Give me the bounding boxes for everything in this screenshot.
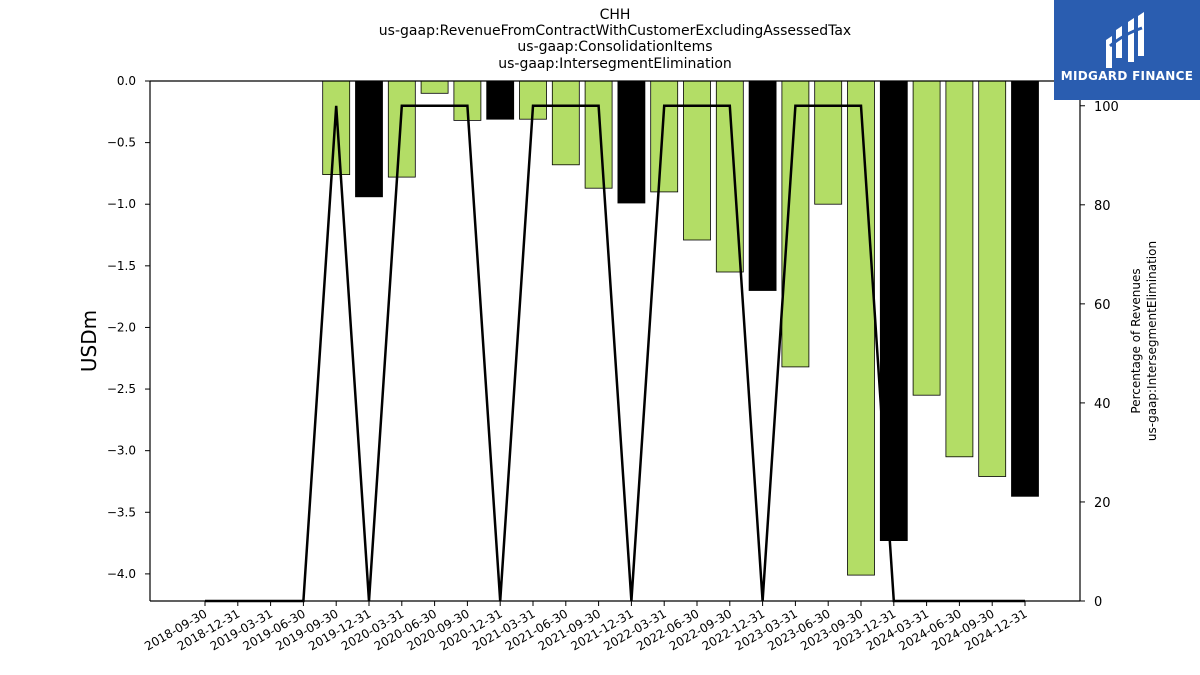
chart-title-line-3: us-gaap:ConsolidationItems bbox=[517, 39, 713, 55]
bar-2019-09-30 bbox=[322, 80, 351, 175]
bar-2019-12-31 bbox=[355, 80, 383, 198]
y-axis-label: USDm bbox=[77, 310, 101, 372]
bar-2024-06-30 bbox=[945, 80, 974, 458]
right-tick-label: 80 bbox=[1094, 199, 1111, 214]
logo-text: MIDGARD FINANCE bbox=[1060, 69, 1194, 83]
right-tick-label: 100 bbox=[1094, 100, 1119, 115]
bar-2022-12-31 bbox=[748, 80, 777, 291]
bar-2021-12-31 bbox=[617, 80, 646, 204]
left-tick-label: −3.0 bbox=[107, 444, 136, 458]
left-tick-label: −4.0 bbox=[107, 567, 136, 581]
percentage-line bbox=[205, 104, 1025, 603]
bar-2024-09-30 bbox=[978, 80, 1007, 477]
chart-title-line-2: us-gaap:RevenueFromContractWithCustomerE… bbox=[378, 23, 852, 39]
bar-2020-06-30 bbox=[420, 80, 449, 94]
right-axis-label-line-2: us-gaap:IntersegmentElimination bbox=[1145, 241, 1159, 441]
left-tick-label: −0.5 bbox=[107, 136, 136, 150]
right-axis-label-line-1: Percentage of Revenues bbox=[1129, 268, 1143, 413]
logo-mark-icon bbox=[1106, 12, 1144, 68]
chart-title-line-1: CHH bbox=[599, 7, 631, 23]
left-tick-label: 0.0 bbox=[117, 74, 136, 88]
left-tick-label: −1.5 bbox=[107, 259, 136, 273]
bar-2020-12-31 bbox=[486, 80, 515, 120]
bar-2024-12-31 bbox=[1011, 80, 1039, 497]
left-tick-label: −3.5 bbox=[107, 505, 136, 519]
chart-title-line-4: us-gaap:IntersegmentElimination bbox=[498, 56, 732, 72]
bar-2022-03-31 bbox=[650, 80, 679, 193]
bar-2021-06-30 bbox=[551, 80, 580, 166]
bar-2023-09-30 bbox=[847, 80, 875, 576]
bar-2022-06-30 bbox=[683, 80, 711, 241]
bar-2024-03-31 bbox=[912, 80, 941, 396]
left-tick-label: −1.0 bbox=[107, 197, 136, 211]
company-logo: MIDGARD FINANCE bbox=[1054, 0, 1200, 100]
left-tick-label: −2.5 bbox=[107, 382, 136, 396]
left-tick-label: −2.0 bbox=[107, 320, 136, 334]
bar-2023-06-30 bbox=[814, 80, 843, 205]
bar-2021-09-30 bbox=[584, 80, 613, 189]
right-tick-label: 40 bbox=[1094, 397, 1111, 412]
right-tick-label: 60 bbox=[1094, 298, 1111, 313]
right-tick-label: 0 bbox=[1094, 595, 1102, 610]
right-tick-label: 20 bbox=[1094, 496, 1111, 511]
bar-2020-03-31 bbox=[387, 80, 416, 178]
